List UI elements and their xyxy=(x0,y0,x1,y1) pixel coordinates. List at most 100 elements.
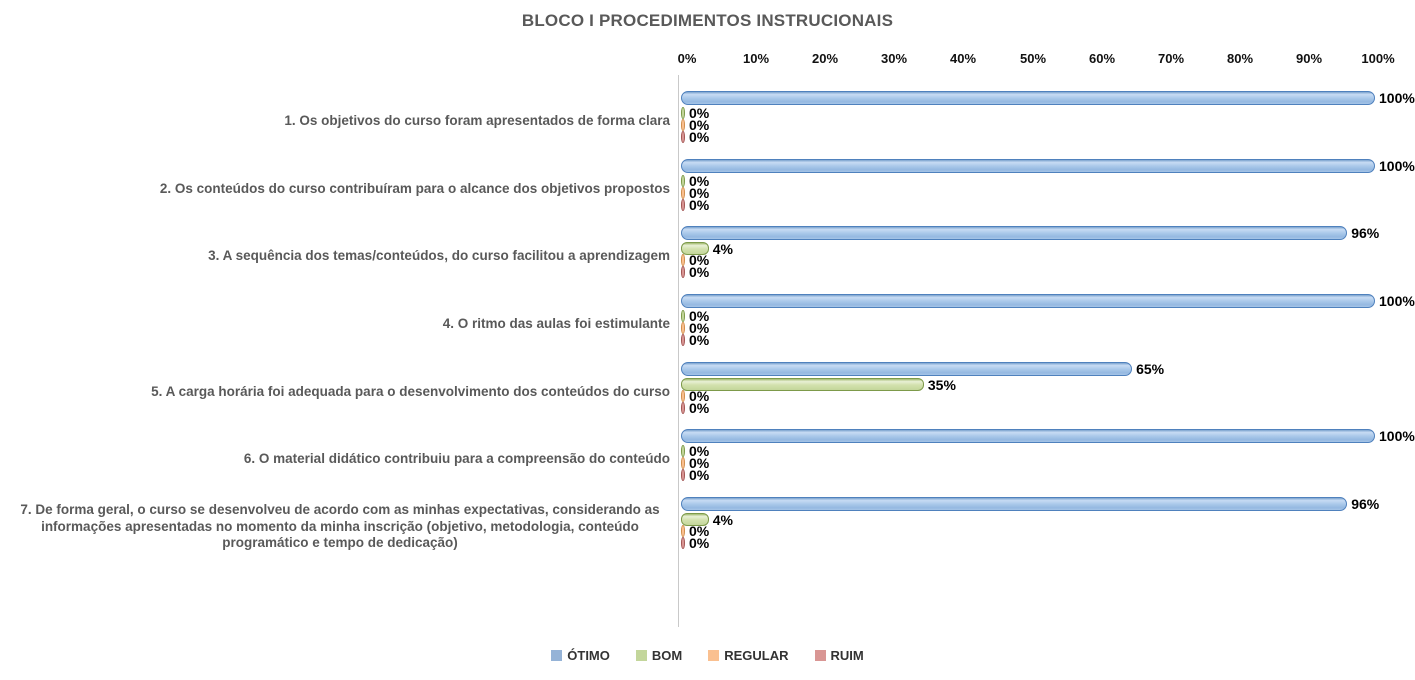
legend-swatch-ruim xyxy=(814,650,826,661)
bar-ruim xyxy=(681,334,685,346)
data-label: 96% xyxy=(1351,496,1380,512)
data-label: 96% xyxy=(1351,225,1380,241)
legend-item-otimo: ÓTIMO xyxy=(551,648,610,663)
chart-row: 6. O material didático contribuiu para a… xyxy=(0,425,1415,493)
bar-ruim xyxy=(681,469,685,481)
category-label: 6. O material didático contribuiu para a… xyxy=(243,450,670,466)
y-axis-line xyxy=(678,75,679,627)
category-label: 2. Os conteúdos do curso contribuíram pa… xyxy=(159,180,670,196)
chart-row: 3. A sequência dos temas/conteúdos, do c… xyxy=(0,222,1415,290)
data-label: 100% xyxy=(1379,158,1415,174)
bar-otimo: 96% xyxy=(681,496,1379,512)
bar-bom xyxy=(681,445,685,457)
bar-bom: 4% xyxy=(681,241,733,257)
bar-bom xyxy=(681,175,685,187)
data-label: 0% xyxy=(689,523,710,539)
bar-group: 96% 4% 0% 0% xyxy=(681,222,1379,290)
bar-regular xyxy=(681,254,685,266)
bar-regular xyxy=(681,187,685,199)
bar-otimo: 100% xyxy=(681,428,1415,444)
bar-regular xyxy=(681,525,685,537)
data-label: 0% xyxy=(689,443,710,459)
data-label: 4% xyxy=(712,240,733,257)
data-label: 0% xyxy=(689,117,710,133)
category-label: 4. O ritmo das aulas foi estimulante xyxy=(442,315,670,331)
bar-ruim xyxy=(681,131,685,143)
bar-otimo: 100% xyxy=(681,293,1415,309)
legend-swatch-otimo xyxy=(551,650,563,661)
x-axis-tick: 70% xyxy=(1157,51,1185,66)
bar-regular xyxy=(681,457,685,469)
legend-item-bom: BOM xyxy=(635,648,683,663)
data-label: 0% xyxy=(689,252,710,268)
data-label: 100% xyxy=(1379,90,1415,106)
bar-bom: 35% xyxy=(681,377,956,393)
bar-regular xyxy=(681,322,685,334)
legend-swatch-bom xyxy=(635,650,647,661)
x-axis-tick: 0% xyxy=(677,51,697,66)
bar-regular xyxy=(681,119,685,131)
data-label: 35% xyxy=(927,376,956,393)
category-label: 7. De forma geral, o curso se desenvolve… xyxy=(20,502,660,551)
data-label: 0% xyxy=(689,400,710,416)
x-axis-tick: 90% xyxy=(1295,51,1323,66)
x-axis-tick: 100% xyxy=(1361,51,1395,66)
legend-item-ruim: RUIM xyxy=(814,648,864,663)
x-axis-tick: 80% xyxy=(1226,51,1254,66)
bar-group: 96% 4% 0% 0% xyxy=(681,493,1379,561)
chart-row: 5. A carga horária foi adequada para o d… xyxy=(0,358,1415,426)
chart-row: 7. De forma geral, o curso se desenvolve… xyxy=(0,493,1415,561)
x-axis-tick: 20% xyxy=(811,51,839,66)
bar-otimo: 100% xyxy=(681,90,1415,106)
chart-row: 2. Os conteúdos do curso contribuíram pa… xyxy=(0,155,1415,223)
data-label: 0% xyxy=(689,308,710,324)
data-label: 0% xyxy=(689,320,710,336)
data-label: 0% xyxy=(689,197,710,213)
data-label: 0% xyxy=(689,105,710,121)
bar-bom xyxy=(681,107,685,119)
bar-group: 65% 35% 0% 0% xyxy=(681,358,1375,426)
category-label: 5. A carga horária foi adequada para o d… xyxy=(151,383,670,399)
bar-otimo: 96% xyxy=(681,225,1379,241)
x-axis-tick: 50% xyxy=(1019,51,1047,66)
legend-label: ÓTIMO xyxy=(567,648,610,663)
data-label: 0% xyxy=(689,129,710,145)
bar-group: 100% 0% 0% 0% xyxy=(681,155,1415,223)
data-label: 0% xyxy=(689,332,710,348)
data-label: 0% xyxy=(689,467,710,483)
bar-group: 100% 0% 0% 0% xyxy=(681,290,1415,358)
x-axis-tick: 10% xyxy=(742,51,770,66)
bar-bom: 4% xyxy=(681,512,733,528)
bar-otimo: 65% xyxy=(681,361,1164,377)
legend-label: BOM xyxy=(651,648,683,663)
bar-regular xyxy=(681,390,685,402)
bar-ruim xyxy=(681,266,685,278)
data-label: 0% xyxy=(689,173,710,189)
data-label: 0% xyxy=(689,388,710,404)
bar-ruim xyxy=(681,402,685,414)
data-label: 0% xyxy=(689,185,710,201)
chart-row: 4. O ritmo das aulas foi estimulante 100… xyxy=(0,290,1415,358)
bar-group: 100% 0% 0% 0% xyxy=(681,425,1415,493)
x-axis-tick: 60% xyxy=(1088,51,1116,66)
bar-bom xyxy=(681,310,685,322)
legend-swatch-regular xyxy=(708,650,720,661)
chart-title: BLOCO I PROCEDIMENTOS INSTRUCIONAIS xyxy=(521,11,894,30)
data-label: 0% xyxy=(689,264,710,280)
category-label: 1. Os objetivos do curso foram apresenta… xyxy=(284,112,670,128)
data-label: 65% xyxy=(1136,361,1165,377)
legend: ÓTIMO BOM REGULAR RUIM xyxy=(0,648,1415,663)
bar-ruim xyxy=(681,199,685,211)
legend-item-regular: REGULAR xyxy=(708,648,789,663)
data-label: 100% xyxy=(1379,428,1415,444)
x-axis-tick: 30% xyxy=(880,51,908,66)
x-axis-tick: 40% xyxy=(949,51,977,66)
chart-row: 1. Os objetivos do curso foram apresenta… xyxy=(0,87,1415,155)
legend-label: REGULAR xyxy=(724,648,789,663)
bar-otimo: 100% xyxy=(681,158,1415,174)
data-label: 0% xyxy=(689,455,710,471)
legend-label: RUIM xyxy=(830,648,864,663)
data-label: 100% xyxy=(1379,293,1415,309)
bar-group: 100% 0% 0% 0% xyxy=(681,87,1415,155)
